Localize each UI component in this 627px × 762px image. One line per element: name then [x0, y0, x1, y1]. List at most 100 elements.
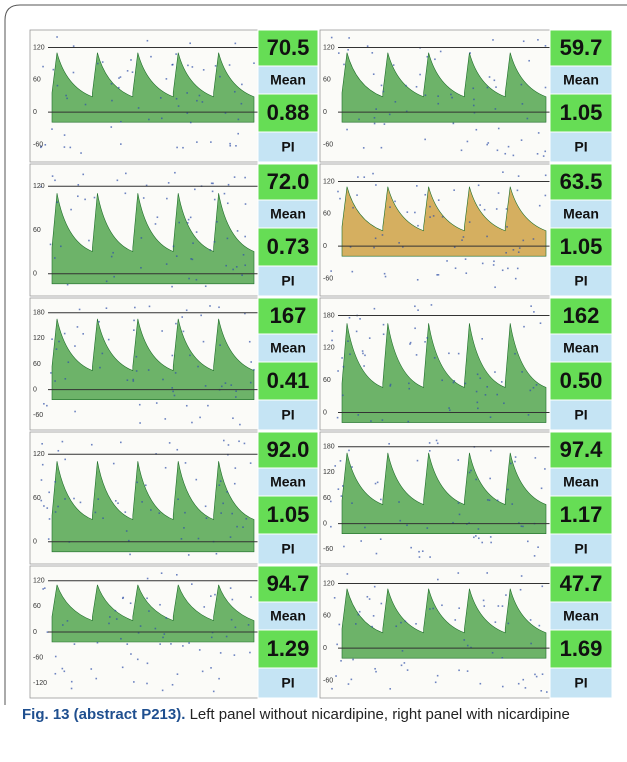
waveform	[51, 461, 255, 553]
noise-dot	[536, 153, 539, 155]
noise-dot	[450, 93, 452, 96]
noise-dot	[113, 275, 115, 278]
pi-label-text: PI	[281, 675, 294, 691]
noise-dot	[140, 266, 142, 269]
noise-dot	[56, 84, 59, 87]
noise-dot	[453, 189, 455, 191]
noise-dot	[40, 145, 43, 148]
noise-dot	[114, 609, 117, 612]
noise-dot	[230, 384, 233, 386]
noise-dot	[188, 642, 190, 644]
noise-dot	[102, 517, 104, 520]
noise-dot	[407, 420, 410, 423]
noise-dot	[479, 682, 482, 685]
noise-dot	[99, 366, 101, 369]
noise-dot	[544, 174, 547, 177]
noise-dot	[522, 525, 524, 528]
noise-dot	[64, 498, 66, 500]
noise-dot	[242, 526, 244, 529]
noise-dot	[501, 657, 504, 659]
noise-dot	[448, 409, 451, 412]
noise-dot	[524, 687, 527, 689]
noise-dot	[159, 643, 161, 645]
noise-dot	[249, 651, 251, 654]
pi-label-cell	[257, 667, 319, 699]
noise-dot	[49, 243, 52, 246]
noise-dot	[253, 368, 255, 371]
noise-dot	[42, 65, 44, 68]
noise-dot	[177, 498, 179, 501]
noise-dot	[488, 76, 491, 78]
noise-dot	[339, 197, 341, 200]
pi-text: 0.41	[267, 368, 310, 393]
pi-text: 1.69	[560, 636, 603, 661]
noise-dot	[76, 326, 79, 328]
axis-label: 120	[33, 183, 45, 190]
noise-dot	[475, 390, 478, 393]
noise-dot	[101, 61, 104, 63]
noise-dot	[63, 146, 66, 148]
noise-dot	[489, 536, 492, 538]
noise-dot	[218, 677, 220, 680]
mean-text: 162	[563, 303, 600, 328]
noise-dot	[528, 59, 530, 62]
axis-label: 60	[33, 361, 41, 368]
noise-dot	[366, 595, 369, 598]
noise-dot	[137, 631, 140, 634]
noise-dot	[105, 280, 108, 283]
noise-dot	[330, 36, 333, 39]
noise-dot	[231, 598, 234, 601]
noise-dot	[162, 636, 164, 639]
noise-dot	[338, 623, 341, 626]
pi-label-text: PI	[281, 407, 294, 423]
noise-dot	[376, 481, 379, 484]
noise-dot	[183, 527, 185, 529]
axis-label: 120	[33, 451, 45, 458]
noise-dot	[156, 216, 159, 219]
noise-dot	[235, 390, 237, 392]
pi-label-text: PI	[574, 407, 587, 423]
noise-dot	[472, 104, 475, 107]
axis-label: 60	[33, 603, 41, 610]
noise-dot	[229, 587, 232, 589]
noise-dot	[97, 498, 100, 500]
noise-dot	[406, 211, 409, 213]
noise-dot	[47, 538, 50, 540]
noise-dot	[136, 658, 139, 661]
waveform	[51, 52, 255, 123]
noise-dot	[535, 675, 538, 678]
noise-dot	[405, 84, 407, 87]
noise-dot	[507, 267, 509, 270]
noise-dot	[510, 462, 512, 465]
noise-dot	[96, 641, 99, 644]
noise-dot	[446, 260, 448, 262]
noise-dot	[374, 482, 377, 485]
noise-dot	[426, 527, 429, 529]
figure: 120 60 0 -60 70.5 Mean 0.88 PI 120 60 0 -60 59.7 Mean…	[4, 4, 627, 705]
noise-dot	[218, 484, 221, 486]
noise-dot	[237, 118, 240, 121]
noise-dot	[131, 71, 134, 73]
noise-dot	[374, 237, 377, 240]
axis-label: -60	[33, 654, 43, 661]
noise-dot	[164, 418, 167, 420]
noise-dot	[187, 218, 190, 221]
noise-dot	[98, 320, 100, 323]
noise-dot	[418, 556, 421, 558]
noise-dot	[236, 230, 239, 232]
noise-dot	[54, 672, 57, 675]
noise-dot	[146, 39, 149, 42]
pi-label-text: PI	[281, 139, 294, 155]
noise-dot	[356, 194, 358, 196]
noise-dot	[330, 500, 332, 503]
noise-dot	[348, 449, 350, 452]
noise-dot	[226, 202, 229, 205]
noise-dot	[200, 314, 202, 317]
noise-dot	[111, 99, 113, 102]
pi-text: 0.88	[267, 100, 310, 125]
noise-dot	[389, 385, 392, 387]
noise-dot	[532, 386, 535, 389]
noise-dot	[202, 69, 205, 71]
noise-dot	[119, 76, 122, 78]
